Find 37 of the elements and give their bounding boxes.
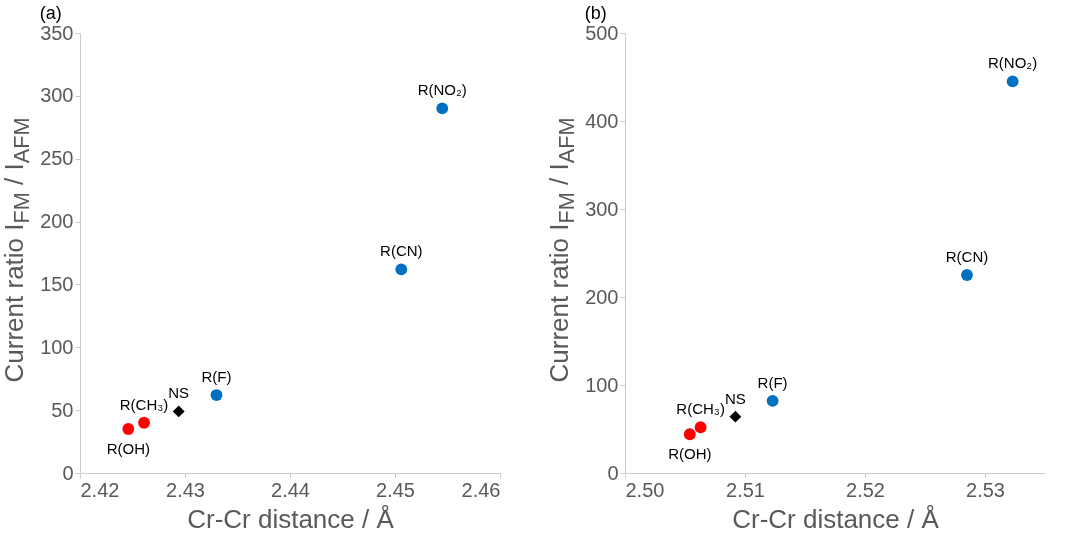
y-tick-label: 200: [585, 285, 619, 308]
y-tick-label: 0: [62, 461, 74, 484]
y-tick-label: 100: [585, 373, 619, 396]
y-tick-label: 200: [40, 210, 74, 233]
annotation: R(F): [201, 368, 232, 386]
y-tick-label: 100: [40, 335, 74, 358]
x-tick-label: 2.42: [80, 478, 120, 501]
annotation: R(CH₃): [119, 395, 169, 413]
annotation: NS: [168, 384, 190, 402]
annotation: R(CN): [380, 242, 423, 260]
x-tick-label: 2.50: [625, 478, 665, 501]
x-axis-title: Cr-Cr distance / Å: [732, 503, 940, 534]
y-tick-label: 400: [585, 109, 619, 132]
x-axis-title: Cr-Cr distance / Å: [187, 503, 395, 534]
annotation: R(OH): [106, 440, 150, 457]
x-tick-label: 2.44: [271, 478, 310, 501]
annotation: R(F): [757, 373, 788, 391]
chart-title: (a): [39, 3, 62, 23]
y-tick-label: 0: [607, 461, 619, 484]
y-tick-label: 300: [585, 197, 619, 220]
x-tick-label: 2.53: [966, 478, 1005, 501]
annotation: R(CH₃): [676, 400, 725, 418]
chart-title: (b): [584, 3, 607, 23]
y-tick-label: 50: [51, 398, 74, 421]
y-tick-label: 300: [40, 84, 74, 107]
annotation: R(CN): [945, 248, 989, 265]
x-tick-label: 2.52: [846, 478, 885, 501]
y-tick-label: 250: [40, 147, 74, 170]
annotation: R(NO₂): [988, 54, 1038, 72]
x-tick-label: 2.43: [166, 478, 205, 501]
annotation: R(NO₂): [417, 81, 467, 99]
y-tick-label: 150: [40, 272, 74, 295]
x-tick-label: 2.51: [726, 478, 765, 501]
x-tick-label: 2.46: [461, 478, 501, 501]
x-tick-label: 2.45: [376, 478, 415, 501]
annotation: NS: [724, 389, 746, 407]
annotation: R(OH): [668, 445, 712, 463]
